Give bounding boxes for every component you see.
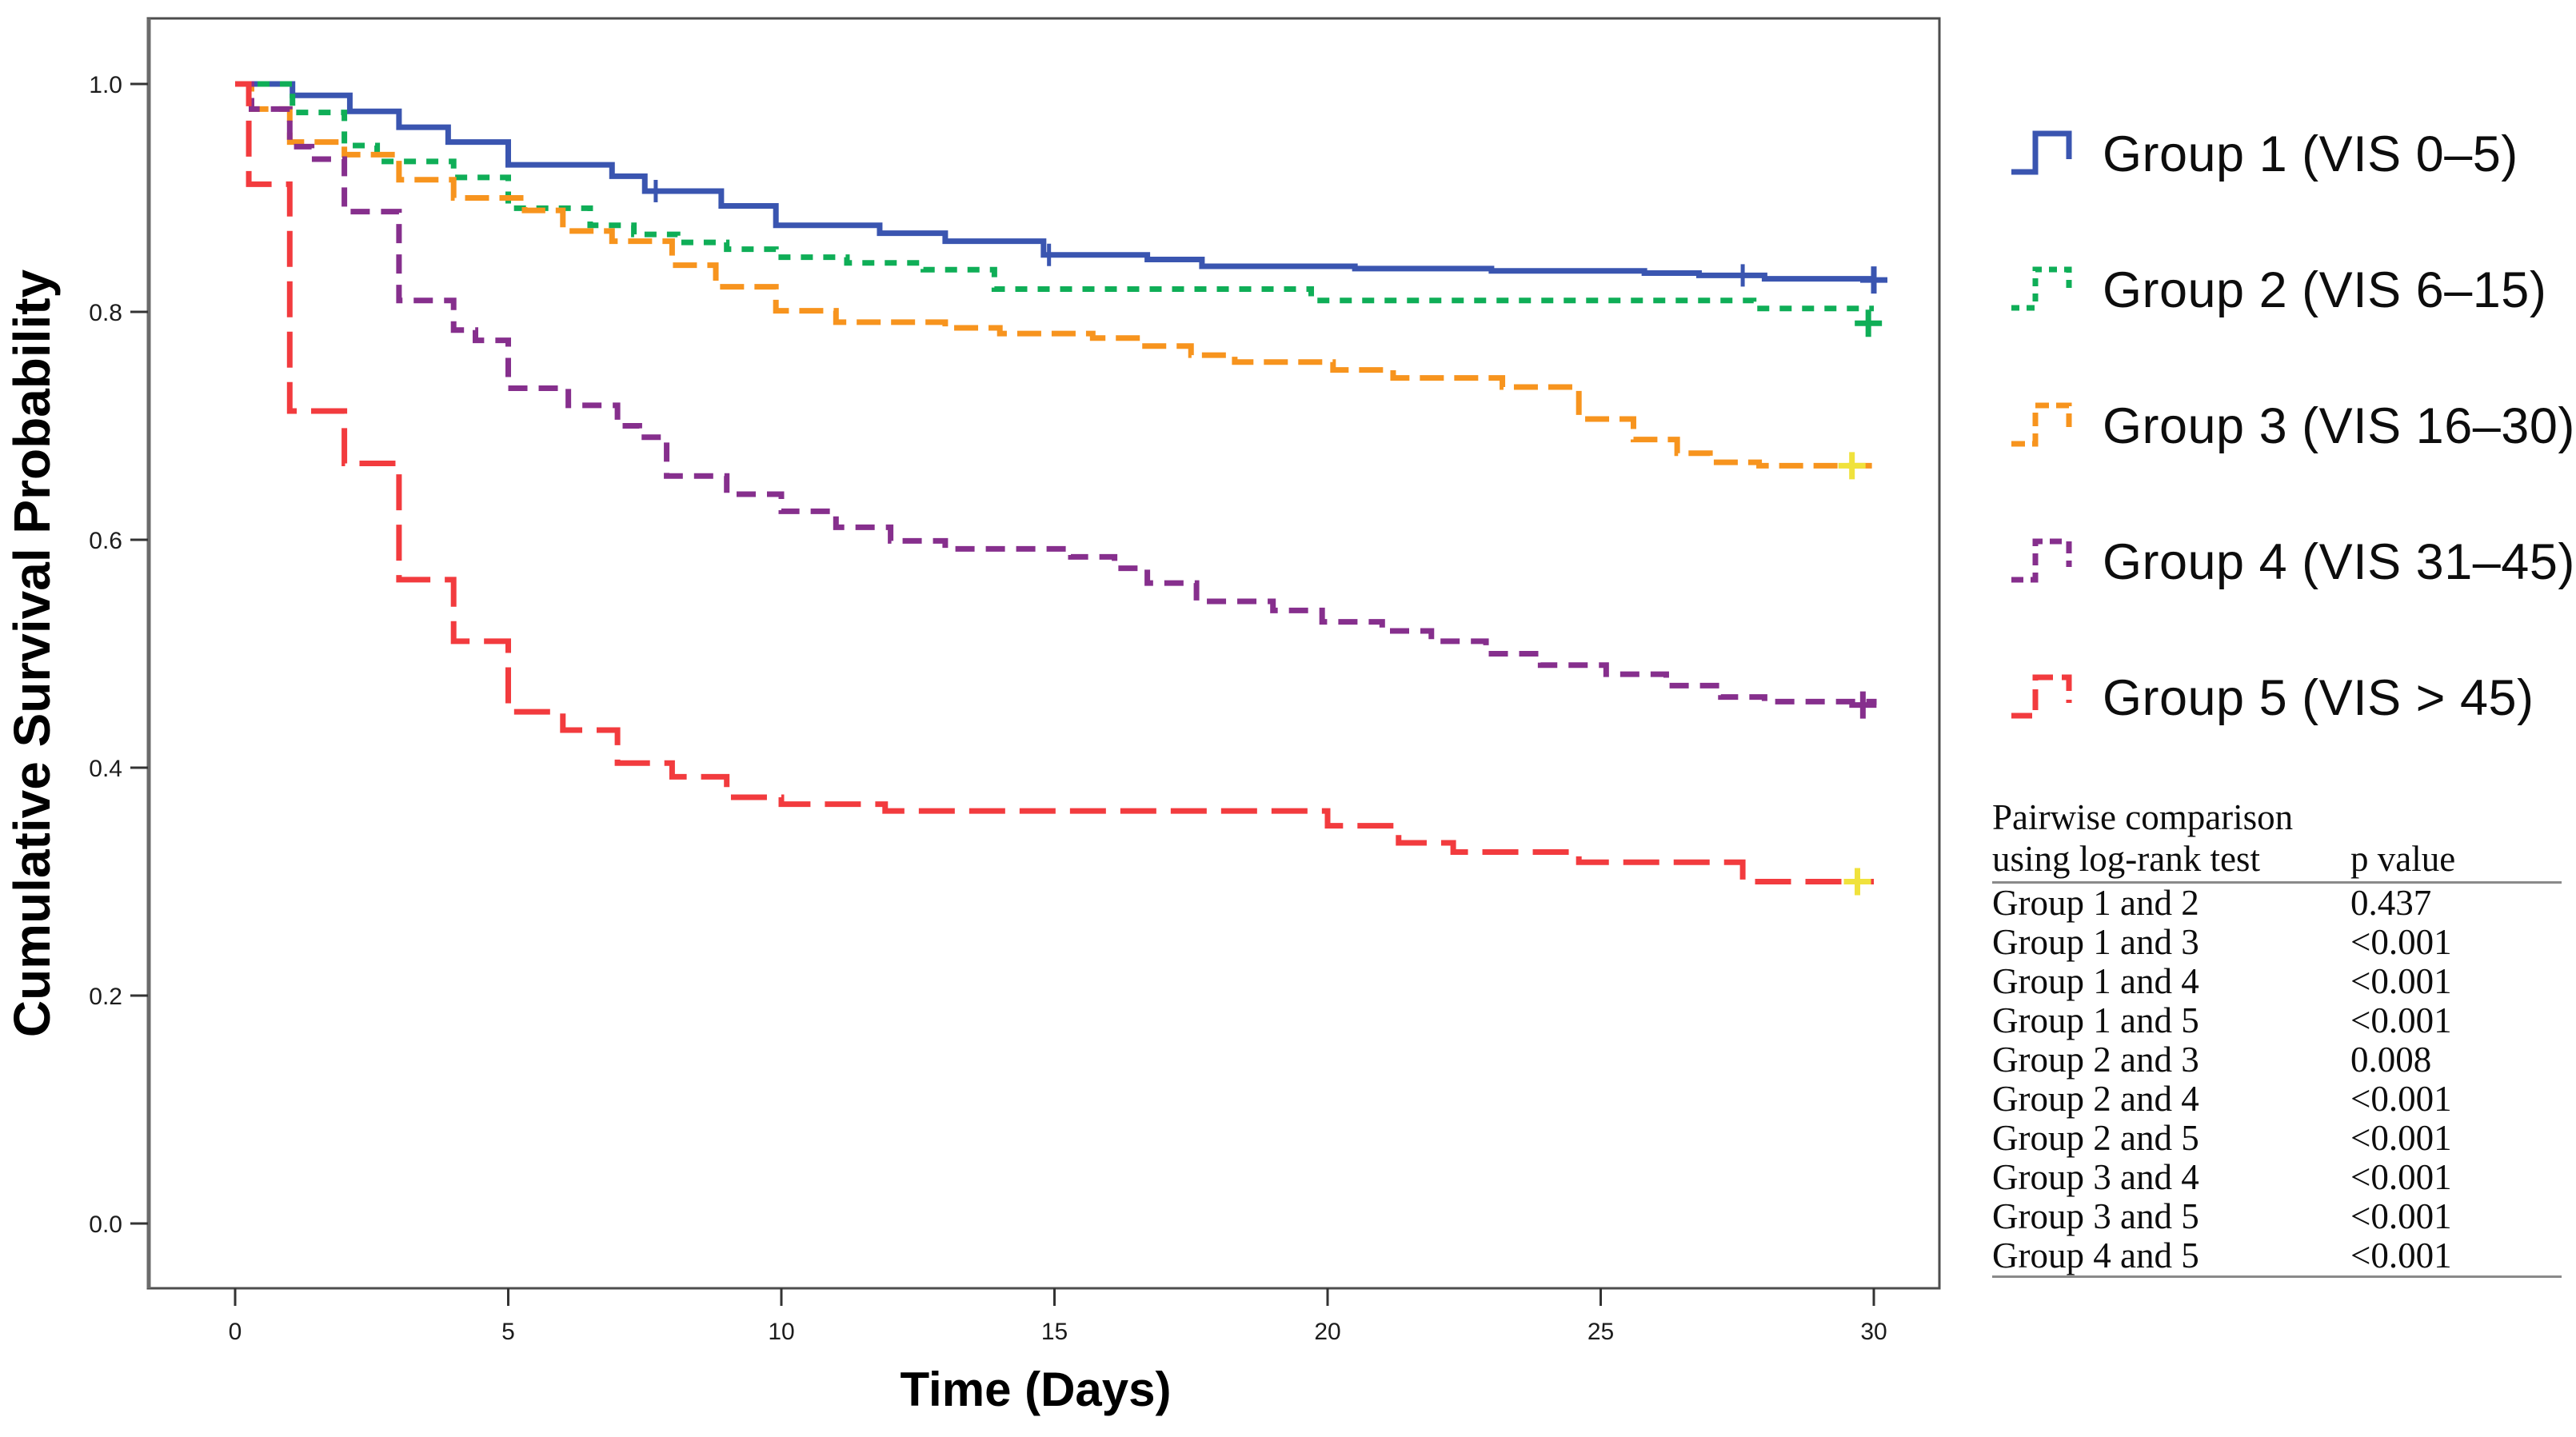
survival-curves — [235, 81, 1877, 884]
legend-item-group-1: Group 1 (VIS 0–5) — [2007, 86, 2575, 222]
table-title-line2: using log-rank test — [1992, 839, 2260, 879]
table-pair-cell: Group 1 and 3 — [1992, 922, 2199, 962]
axis-ticks — [130, 82, 1875, 1306]
y-tick-label: 0.2 — [89, 984, 122, 1010]
censor-plus-group-3 — [1838, 452, 1866, 480]
x-tick-label: 25 — [1588, 1319, 1614, 1345]
plot-border-box — [146, 17, 1941, 1290]
table-pair-cell: Group 2 and 4 — [1992, 1079, 2199, 1119]
table-row: Group 4 and 5 <0.001 — [1992, 1236, 2562, 1275]
x-tick-label: 30 — [1860, 1319, 1887, 1345]
censor-plus-group-4 — [1849, 691, 1877, 719]
table-row: Group 2 and 5 <0.001 — [1992, 1119, 2562, 1158]
table-row: Group 2 and 3 0.008 — [1992, 1040, 2562, 1080]
x-tick-label: 10 — [768, 1319, 794, 1345]
legend-item-group-3: Group 3 (VIS 16–30) — [2007, 358, 2575, 494]
survival-curve-group-3 — [235, 81, 1874, 469]
legend-label: Group 2 (VIS 6–15) — [2103, 262, 2547, 318]
survival-plot: 0 5 10 15 20 25 30 0.0 0.2 0.4 0.6 0.8 1.0 Cumulativ… — [3, 17, 1941, 1416]
censor-plus-group-5 — [1843, 868, 1871, 896]
x-tick-label: 20 — [1314, 1319, 1340, 1345]
survival-curve-group-4 — [235, 81, 1877, 705]
table-pair-cell: Group 4 and 5 — [1992, 1235, 2199, 1275]
table-pvalue-cell: <0.001 — [2350, 1118, 2452, 1158]
y-tick-label: 0.6 — [89, 528, 122, 554]
table-p-value-header: p value — [2350, 839, 2456, 879]
y-axis-title: Cumulative Survival Probability — [3, 269, 61, 1037]
table-pvalue-cell: <0.001 — [2350, 1000, 2452, 1040]
table-row: Group 3 and 4 <0.001 — [1992, 1158, 2562, 1197]
legend: Group 1 (VIS 0–5) Group 2 (VIS 6–15) Group… — [2007, 86, 2575, 766]
table-pvalue-cell: <0.001 — [2350, 1157, 2452, 1197]
table-row: Group 1 and 5 <0.001 — [1992, 1001, 2562, 1040]
legend-line-sample-icon — [2011, 130, 2072, 175]
x-tick-label: 5 — [501, 1319, 515, 1345]
censor-marks — [653, 179, 1887, 896]
right-panel: Group 1 (VIS 0–5) Group 2 (VIS 6–15) Group… — [1939, 0, 2576, 1437]
legend-label: Group 4 (VIS 31–45) — [2103, 534, 2575, 590]
table-pvalue-cell: 0.437 — [2350, 883, 2432, 923]
legend-label: Group 3 (VIS 16–30) — [2103, 398, 2575, 454]
table-pvalue-cell: 0.008 — [2350, 1040, 2432, 1080]
legend-line-sample-icon — [2011, 266, 2072, 311]
legend-item-group-4: Group 4 (VIS 31–45) — [2007, 494, 2575, 630]
survival-curve-group-5 — [235, 81, 1874, 884]
table-pair-cell: Group 1 and 4 — [1992, 961, 2199, 1001]
table-row: Group 1 and 2 0.437 — [1992, 884, 2562, 923]
legend-line-sample-icon — [2011, 538, 2072, 583]
table-title-line1: Pairwise comparison — [1992, 797, 2294, 837]
legend-label: Group 5 (VIS > 45) — [2103, 670, 2534, 726]
table-pvalue-cell: <0.001 — [2350, 961, 2452, 1001]
table-row: Group 2 and 4 <0.001 — [1992, 1080, 2562, 1119]
table-pair-cell: Group 2 and 5 — [1992, 1118, 2199, 1158]
table-pair-cell: Group 1 and 5 — [1992, 1000, 2199, 1040]
table-pair-cell: Group 1 and 2 — [1992, 883, 2199, 923]
legend-item-group-5: Group 5 (VIS > 45) — [2007, 630, 2575, 766]
survival-curve-group-2 — [235, 81, 1874, 312]
x-axis-title: Time (Days) — [900, 1363, 1171, 1416]
table-pair-cell: Group 3 and 4 — [1992, 1157, 2199, 1197]
table-header-row: using log-rank test p value — [1992, 838, 2562, 884]
censor-plus-group-1 — [1860, 266, 1887, 294]
y-tick-label: 0.0 — [89, 1211, 122, 1238]
table-pair-cell: Group 3 and 5 — [1992, 1196, 2199, 1236]
table-pvalue-cell: <0.001 — [2350, 922, 2452, 962]
legend-label: Group 1 (VIS 0–5) — [2103, 126, 2518, 182]
table-pvalue-cell: <0.001 — [2350, 1196, 2452, 1236]
axis-tick-labels: 0 5 10 15 20 25 30 0.0 0.2 0.4 0.6 0.8 1.0 — [89, 72, 1887, 1345]
censor-plus-group-2 — [1855, 309, 1883, 337]
table-pvalue-cell: <0.001 — [2350, 1079, 2452, 1119]
table-row: Group 1 and 4 <0.001 — [1992, 962, 2562, 1001]
table-row: Group 3 and 5 <0.001 — [1992, 1197, 2562, 1236]
table-pair-cell: Group 2 and 3 — [1992, 1040, 2199, 1080]
legend-line-sample-icon — [2011, 402, 2072, 447]
table-pvalue-cell: <0.001 — [2350, 1235, 2452, 1275]
y-tick-label: 0.8 — [89, 300, 122, 326]
pairwise-table: Pairwise comparison using log-rank test … — [1992, 796, 2562, 1278]
survival-curve-group-1 — [235, 81, 1877, 282]
table-body: Group 1 and 2 0.437 Group 1 and 3 <0.001 Gro… — [1992, 884, 2562, 1278]
table-row: Group 1 and 3 <0.001 — [1992, 923, 2562, 962]
y-tick-label: 1.0 — [89, 72, 122, 98]
y-tick-label: 0.4 — [89, 756, 122, 782]
legend-item-group-2: Group 2 (VIS 6–15) — [2007, 222, 2575, 358]
legend-line-sample-icon — [2011, 674, 2072, 719]
x-tick-label: 0 — [229, 1319, 242, 1345]
x-tick-label: 15 — [1041, 1319, 1068, 1345]
